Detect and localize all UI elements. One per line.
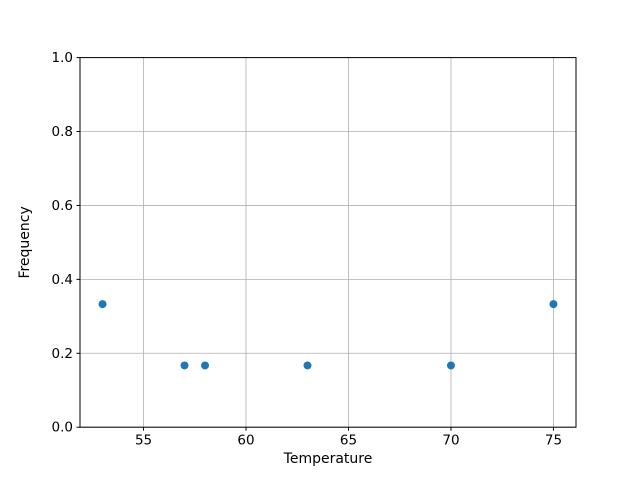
data-point <box>549 300 558 309</box>
y-tick-label: 0.0 <box>52 420 73 436</box>
data-point <box>446 361 455 370</box>
x-tick-label: 75 <box>545 433 562 449</box>
y-tick-label: 0.2 <box>52 346 73 362</box>
y-tick-label: 0.6 <box>52 198 73 214</box>
x-tick-label: 60 <box>237 433 254 449</box>
gridlines <box>80 57 576 428</box>
data-point <box>303 361 312 370</box>
axis-ticks <box>76 57 554 431</box>
data-point <box>201 361 210 370</box>
data-point <box>98 300 107 309</box>
y-tick-label: 1.0 <box>52 50 73 66</box>
y-axis-label: Frequency <box>17 206 33 278</box>
x-tick-label: 65 <box>340 433 357 449</box>
x-axis-label: Temperature <box>283 451 373 467</box>
y-tick-label: 0.8 <box>52 124 73 140</box>
plot-area-frame <box>79 57 577 428</box>
data-point <box>180 361 189 370</box>
tick-labels: 55 60 65 70 75 0.0 0.2 0.4 0.6 0.8 1.0 <box>52 50 563 449</box>
x-tick-label: 70 <box>442 433 459 449</box>
data-points <box>98 300 558 370</box>
x-tick-label: 55 <box>135 433 152 449</box>
y-tick-label: 0.4 <box>52 272 73 288</box>
